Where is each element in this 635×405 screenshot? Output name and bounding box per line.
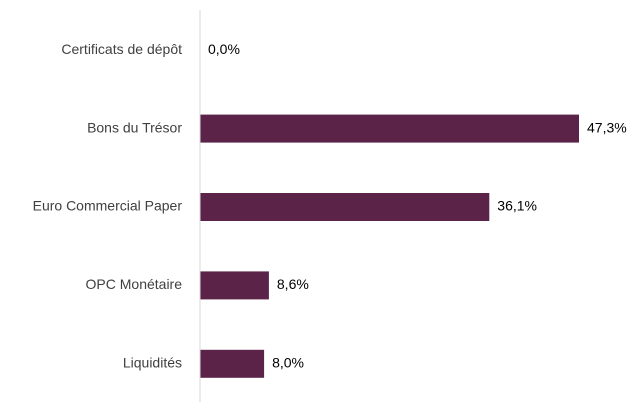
bar-3 <box>200 271 269 300</box>
labels-layer: Certificats de dépôt 0,0% Bons du Trésor 47… <box>33 41 627 371</box>
bar-1 <box>200 114 579 143</box>
category-label: Liquidités <box>123 355 182 371</box>
bar-2 <box>200 193 490 221</box>
value-label: 36,1% <box>497 198 537 214</box>
bar-4 <box>200 349 265 378</box>
bars-layer <box>200 114 579 378</box>
value-label: 8,6% <box>277 276 309 292</box>
value-label: 8,0% <box>272 355 304 371</box>
category-label: Bons du Trésor <box>87 119 182 135</box>
category-label: OPC Monétaire <box>86 276 183 292</box>
value-label: 0,0% <box>208 41 240 57</box>
category-label: Euro Commercial Paper <box>33 198 183 214</box>
value-label: 47,3% <box>587 119 627 135</box>
category-label: Certificats de dépôt <box>61 41 182 57</box>
